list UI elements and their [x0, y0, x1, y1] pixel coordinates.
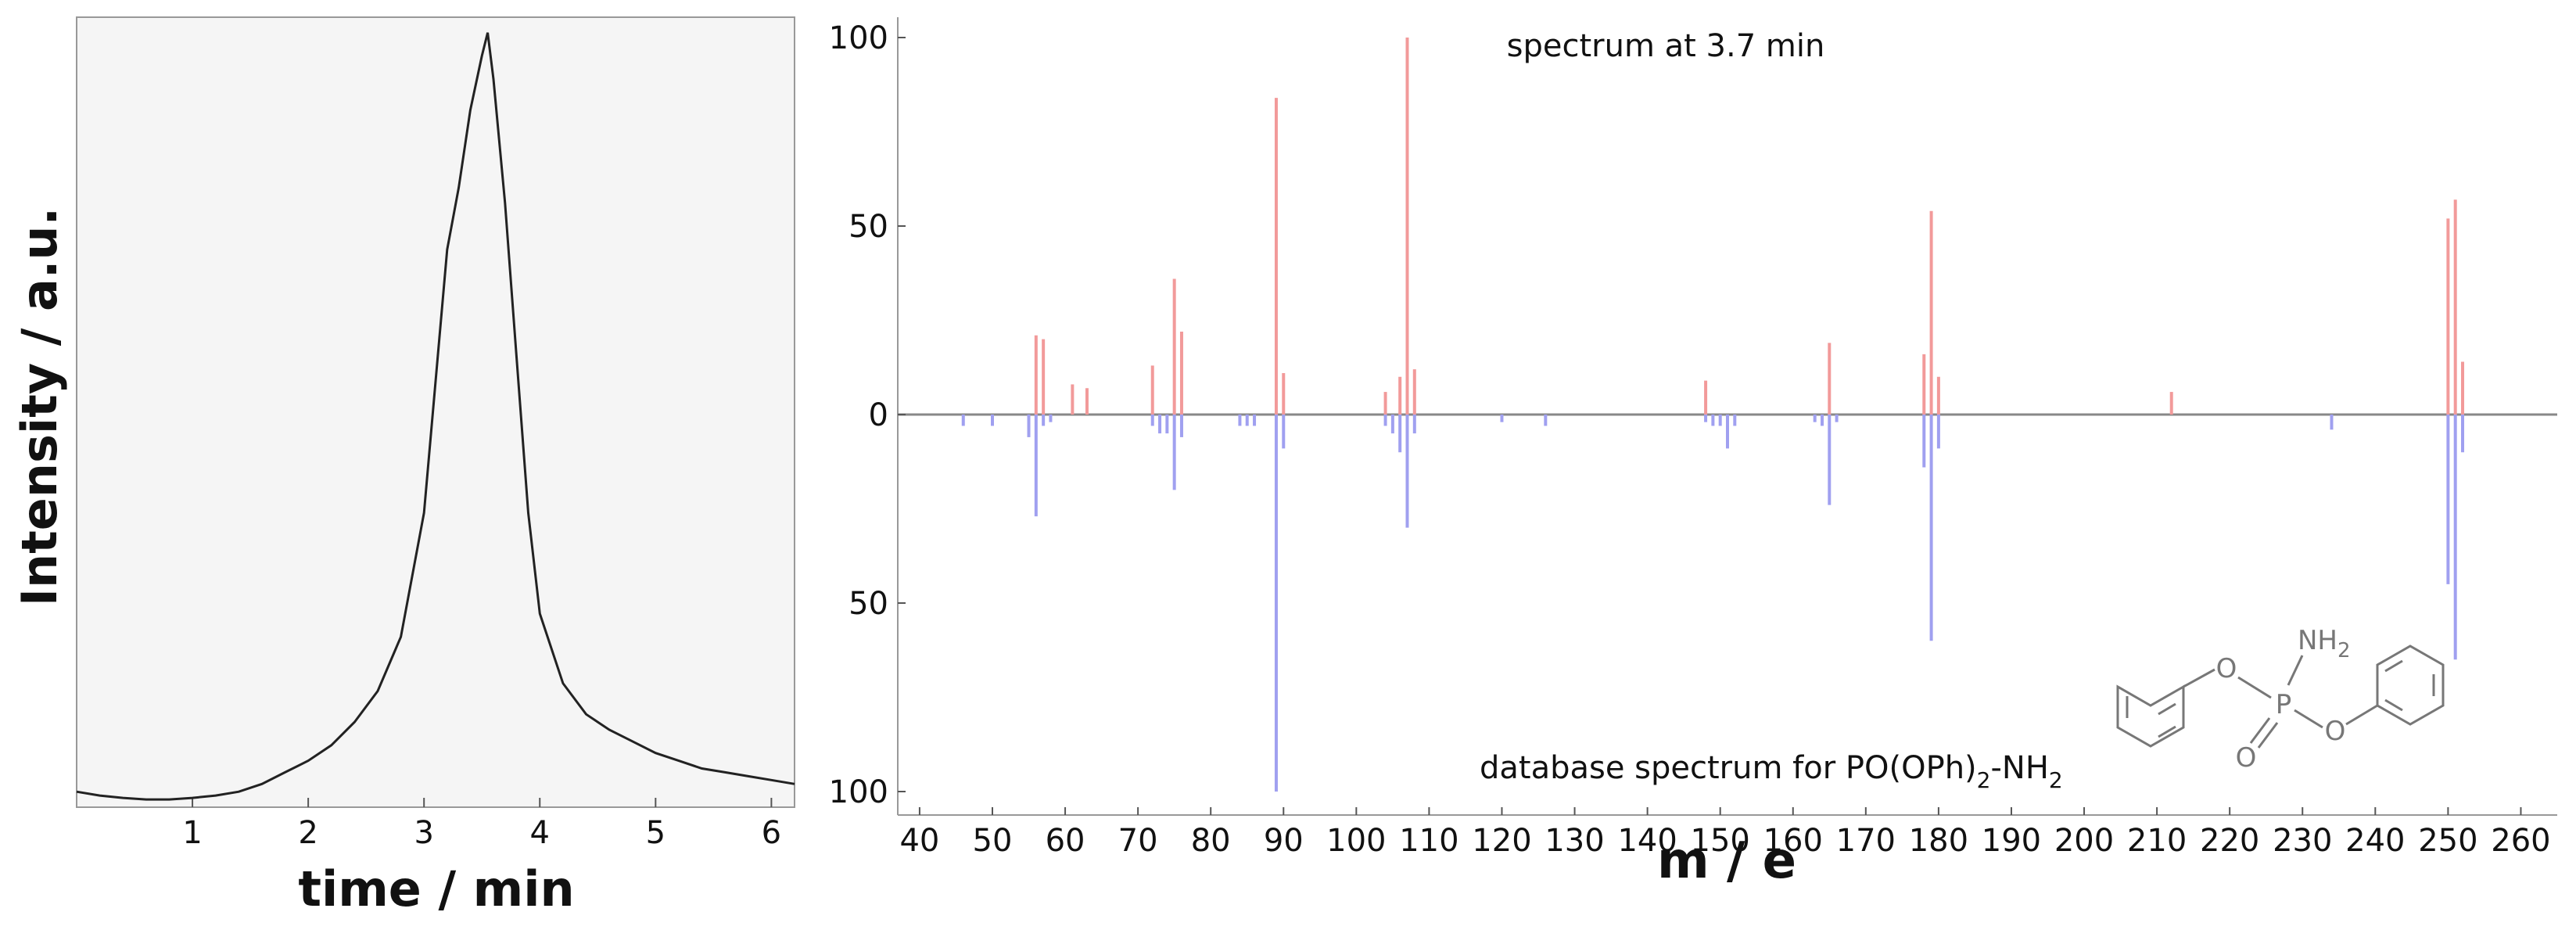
spectrum-y-tick-label: 50: [849, 586, 888, 622]
spectrum-x-tick-label: 230: [2273, 823, 2332, 859]
p-o-double-bond-a: [2249, 717, 2271, 744]
chromatogram-x-tick-label: 5: [646, 815, 666, 851]
chromatogram-x-tick-label: 4: [530, 815, 550, 851]
spectrum-bars: [961, 38, 2465, 792]
spectrum-x-tick-label: 80: [1191, 823, 1231, 859]
right-phenyl-ring: [2376, 645, 2445, 726]
spectrum-y-tick-label: 50: [849, 209, 888, 245]
database-annotation: database spectrum for PO(OPh)2-NH2: [1480, 750, 2063, 793]
chromatogram-plot-area: [76, 16, 795, 808]
database-annotation-prefix: database spectrum for PO(OPh): [1480, 750, 1977, 786]
spectrum-x-tick-label: 150: [1691, 823, 1750, 859]
spectrum-title: spectrum at 3.7 min: [1507, 28, 1825, 64]
spectrum-panel: 100 50 0 50 100 40 50 60 70 80 90 100 110 120 130 140 1…: [829, 17, 2557, 890]
p-o-double-bond-b: [2257, 722, 2279, 749]
spectrum-y-tick-label: 0: [869, 397, 888, 433]
molecule-structure: [2116, 645, 2445, 749]
spectrum-x-tick-label: 190: [1982, 823, 2041, 859]
spectrum-y-ticks: 100 50 0 50 100: [829, 20, 906, 810]
database-annotation-sub1: 2: [1977, 767, 1991, 793]
spectrum-x-tick-label: 180: [1909, 823, 1968, 859]
spectrum-x-tick-label: 250: [2418, 823, 2477, 859]
p-o-right-bond: [2294, 709, 2323, 729]
chromatogram-x-tick-label: 1: [182, 815, 202, 851]
chromatogram-ticks: 1 2 3 4 5 6: [182, 798, 781, 851]
spectrum-x-tick-label: 160: [1763, 823, 1823, 859]
spectrum-x-tick-label: 220: [2200, 823, 2259, 859]
spectrum-x-ticks: 40 50 60 70 80 90 100 110 120 130 140 150 160 170 180 1…: [899, 807, 2551, 859]
spectrum-x-tick-label: 210: [2127, 823, 2187, 859]
left-phenyl-ring: [2116, 684, 2185, 748]
p-nh2-bond: [2287, 655, 2304, 686]
database-annotation-sub2: 2: [2049, 767, 2063, 793]
spectrum-x-tick-label: 130: [1545, 823, 1604, 859]
spectrum-y-tick-label: 100: [829, 774, 888, 810]
molecule-p: P: [2276, 689, 2292, 720]
molecule-o-right: O: [2325, 716, 2346, 747]
molecule-nh2-text: NH: [2298, 625, 2337, 656]
right-o-bond: [2345, 704, 2378, 726]
spectrum-x-tick-label: 200: [2054, 823, 2114, 859]
molecule-nh2: NH2: [2298, 625, 2351, 662]
spectrum-x-tick-label: 70: [1118, 823, 1158, 859]
spectrum-x-tick-label: 90: [1264, 823, 1304, 859]
chromatogram-x-axis-title: time / min: [298, 860, 574, 917]
molecule-o-double: O: [2236, 742, 2257, 774]
spectrum-x-tick-label: 240: [2345, 823, 2405, 859]
spectrum-x-tick-label: 50: [973, 823, 1013, 859]
spectrum-x-tick-label: 120: [1472, 823, 1531, 859]
molecule-atom-labels: O P NH2 O O: [2216, 625, 2351, 774]
spectrum-x-tick-label: 140: [1617, 823, 1677, 859]
molecule-nh2-sub: 2: [2337, 639, 2351, 662]
chromatogram-y-axis-title: Intensity / a.u.: [11, 207, 68, 606]
left-ring-double-bond-3: [2158, 702, 2176, 716]
spectrum-x-tick-label: 40: [899, 823, 939, 859]
spectrum-x-tick-label: 260: [2491, 823, 2550, 859]
chromatogram-trace: [76, 32, 795, 801]
chromatogram-x-tick-label: 6: [762, 815, 781, 851]
chromatogram-panel: 1 2 3 4 5 6 time / min Intensity / a.u.: [11, 16, 795, 917]
spectrum-x-tick-label: 110: [1399, 823, 1458, 859]
spectrum-x-tick-label: 170: [1836, 823, 1896, 859]
right-ring-double-bond-3: [2384, 698, 2403, 712]
spectrum-x-tick-label: 60: [1046, 823, 1085, 859]
database-annotation-mid: -NH: [1990, 750, 2048, 786]
spectrum-y-tick-label: 100: [829, 20, 888, 56]
right-ring-double-bond-1: [2384, 659, 2403, 673]
p-o-left-bond: [2237, 676, 2272, 699]
spectrum-x-tick-label: 100: [1326, 823, 1386, 859]
molecule-o-left: O: [2216, 653, 2237, 684]
left-o-bond: [2183, 668, 2215, 688]
chromatogram-x-tick-label: 2: [298, 815, 318, 851]
chromatogram-x-tick-label: 3: [414, 815, 433, 851]
spectrum-x-axis-title: m / e: [1657, 832, 1796, 890]
left-ring-double-bond-2: [2158, 725, 2176, 738]
